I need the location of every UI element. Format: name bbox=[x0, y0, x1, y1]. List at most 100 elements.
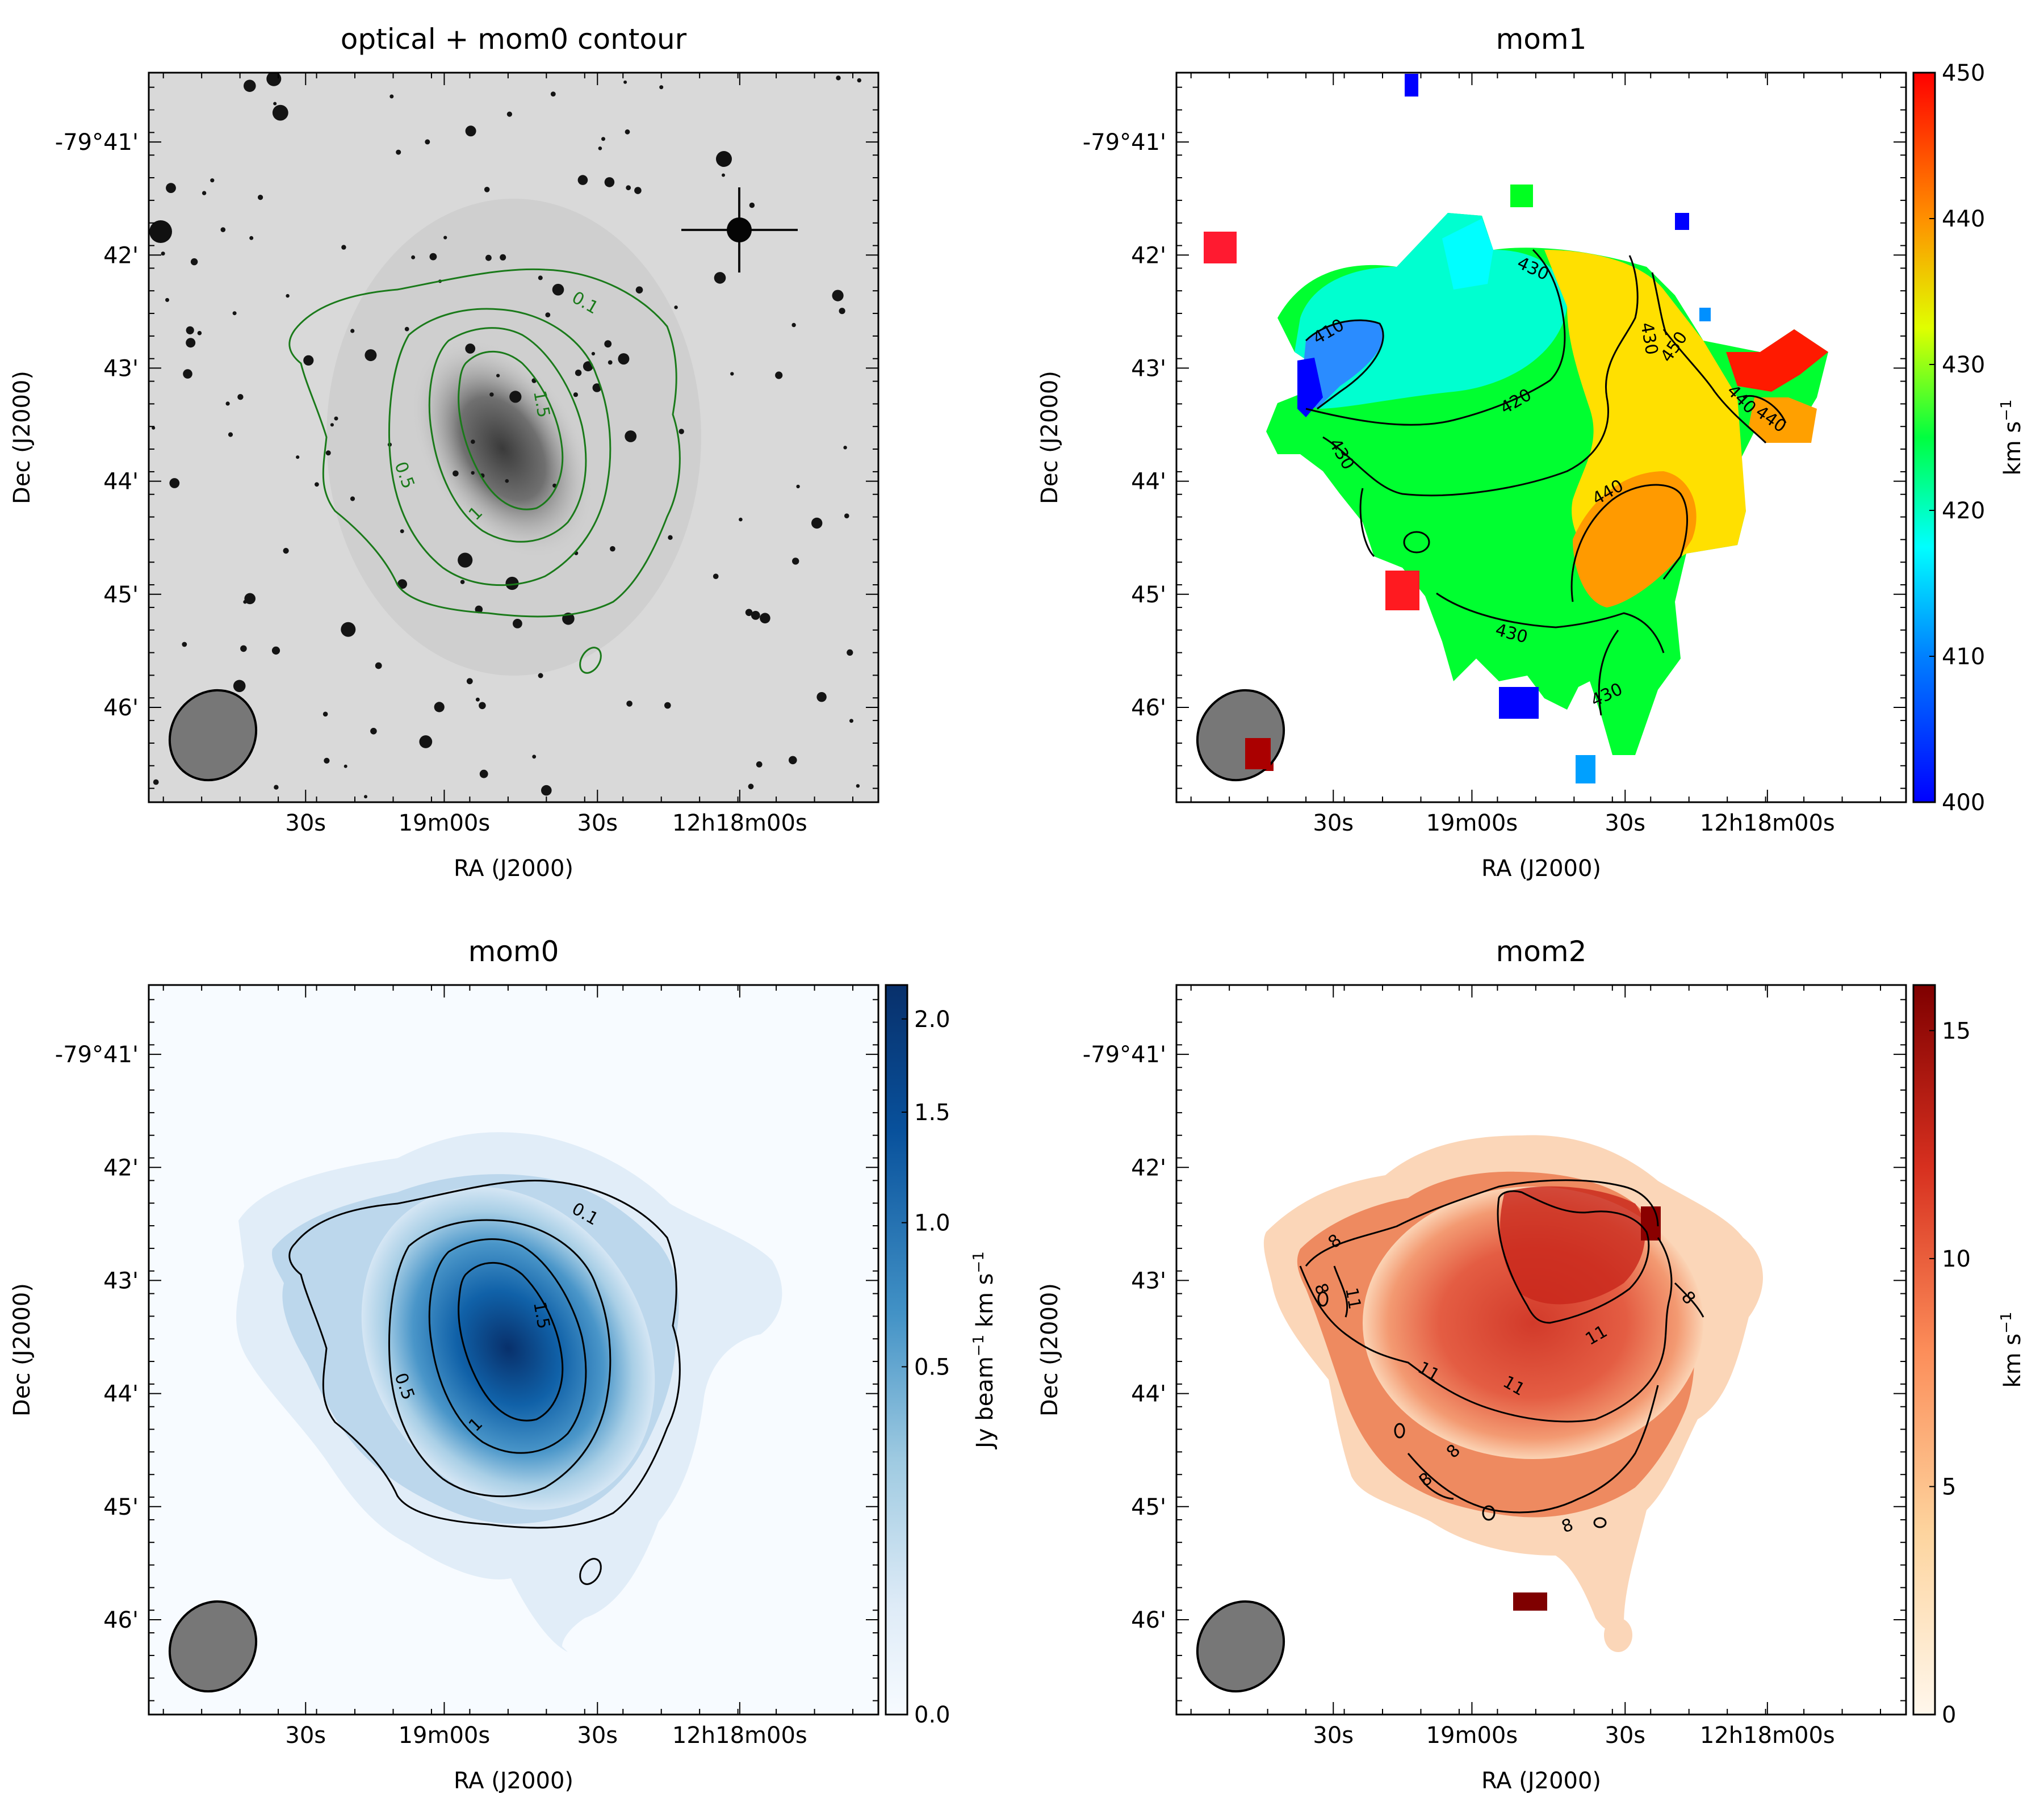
colorbar-tick-label: 0 bbox=[1942, 1702, 1956, 1728]
colorbar-label: km s−1 bbox=[1998, 1311, 2026, 1388]
star bbox=[626, 701, 633, 707]
star bbox=[816, 692, 827, 702]
y-tick-label: -79°41' bbox=[1083, 1042, 1166, 1068]
star bbox=[471, 439, 475, 444]
y-axis-label: Dec (J2000) bbox=[9, 371, 35, 504]
star bbox=[538, 275, 543, 280]
axes-layer: optical + mom0 contour 30s 19m00s 30s 12h18m… bbox=[9, 23, 2026, 1794]
colorbar-label: km s−1 bbox=[1998, 399, 2026, 475]
star bbox=[283, 548, 289, 554]
x-tick-label: 30s bbox=[1605, 810, 1645, 836]
star bbox=[791, 322, 796, 328]
velocity-cyan-region bbox=[1442, 219, 1493, 290]
x-tick-label: 12h18m00s bbox=[1700, 810, 1835, 836]
star bbox=[811, 517, 823, 529]
star bbox=[271, 646, 280, 655]
y-axis-label: Dec (J2000) bbox=[9, 1283, 35, 1416]
star bbox=[722, 173, 725, 177]
star bbox=[286, 294, 290, 298]
axes-panel-1: optical + mom0 contour 30s 19m00s 30s 12h18m… bbox=[9, 23, 879, 882]
star bbox=[166, 183, 176, 193]
star bbox=[751, 611, 760, 620]
y-tick-label: 45' bbox=[103, 1494, 139, 1520]
y-tick-label: 45' bbox=[1131, 582, 1166, 608]
x-axis-label: RA (J2000) bbox=[454, 856, 573, 882]
x-axis-label: RA (J2000) bbox=[454, 1768, 573, 1794]
axes-panel-3: mom0 30s 19m00s 30s 12h18m00s -79°41' 42' 43' 44… bbox=[9, 935, 998, 1794]
mom0-core bbox=[361, 1187, 655, 1510]
x-tick-label: 30s bbox=[577, 1722, 618, 1749]
y-tick-label: -79°41' bbox=[1083, 129, 1166, 156]
star bbox=[161, 252, 165, 256]
star bbox=[479, 769, 488, 778]
colorbar-tick-label: 2.0 bbox=[914, 1007, 950, 1033]
star bbox=[375, 662, 382, 669]
y-tick-label: 46' bbox=[1131, 695, 1166, 721]
star bbox=[775, 371, 783, 379]
colorbar-tick-label: 440 bbox=[1942, 206, 1985, 232]
star bbox=[220, 227, 226, 232]
star bbox=[370, 728, 377, 735]
star bbox=[169, 478, 180, 488]
y-tick-label: 42' bbox=[103, 1155, 139, 1181]
panel-optical: 0.1 0.5 1 1.5 bbox=[149, 73, 878, 802]
x-tick-label: 30s bbox=[1313, 1722, 1354, 1749]
star bbox=[577, 175, 588, 185]
contour-1.5 bbox=[458, 350, 564, 510]
star bbox=[857, 78, 862, 83]
patch bbox=[1576, 755, 1595, 783]
colorbar-gradient bbox=[885, 984, 908, 1716]
patch bbox=[1385, 571, 1419, 610]
y-tick-label: 43' bbox=[103, 355, 139, 382]
galaxy-core bbox=[408, 334, 597, 563]
star bbox=[182, 642, 187, 647]
contour-0.1 bbox=[288, 268, 681, 618]
star bbox=[210, 178, 215, 183]
y-tick-label: 46' bbox=[1131, 1607, 1166, 1633]
star bbox=[591, 351, 595, 356]
star bbox=[266, 73, 282, 86]
velocity-yellow-region bbox=[1544, 250, 1746, 573]
velocity-blue-region bbox=[1297, 358, 1323, 417]
star bbox=[659, 85, 664, 90]
chart-title: mom1 bbox=[1496, 23, 1587, 56]
mom0-image: 0.1 0.5 1 1.5 bbox=[149, 985, 878, 1715]
colorbar-tick-label: 1.0 bbox=[914, 1210, 950, 1237]
star bbox=[465, 343, 476, 354]
star bbox=[458, 552, 473, 568]
star bbox=[678, 429, 684, 434]
star bbox=[496, 374, 500, 378]
star bbox=[713, 573, 719, 579]
star bbox=[471, 471, 475, 475]
colorbar: 0 5 10 15 km s−1 bbox=[1912, 984, 2026, 1728]
star bbox=[237, 394, 244, 400]
plot-frame bbox=[148, 72, 879, 803]
star bbox=[674, 305, 678, 309]
y-tick-label: 45' bbox=[1131, 1494, 1166, 1520]
star bbox=[364, 795, 367, 799]
beam-ellipse bbox=[168, 1600, 258, 1693]
star bbox=[843, 446, 847, 450]
star bbox=[186, 326, 194, 334]
x-tick-label: 12h18m00s bbox=[672, 1722, 807, 1749]
y-tick-label: 43' bbox=[1131, 1268, 1166, 1294]
star bbox=[538, 673, 543, 678]
star bbox=[344, 764, 347, 768]
patch bbox=[1510, 185, 1533, 207]
star bbox=[749, 202, 755, 208]
patch bbox=[1405, 74, 1418, 97]
star bbox=[303, 355, 314, 366]
star bbox=[443, 236, 447, 240]
star bbox=[714, 272, 726, 284]
colorbar-gradient bbox=[1912, 72, 1936, 803]
y-axis-label: Dec (J2000) bbox=[1037, 371, 1063, 504]
star bbox=[334, 416, 338, 421]
star bbox=[465, 125, 476, 137]
velocity-blue-region bbox=[1300, 320, 1384, 409]
star bbox=[153, 779, 159, 785]
chart-title: optical + mom0 contour bbox=[341, 23, 687, 56]
x-tick-label: 30s bbox=[285, 1722, 326, 1749]
star bbox=[397, 579, 407, 589]
star bbox=[484, 187, 490, 192]
